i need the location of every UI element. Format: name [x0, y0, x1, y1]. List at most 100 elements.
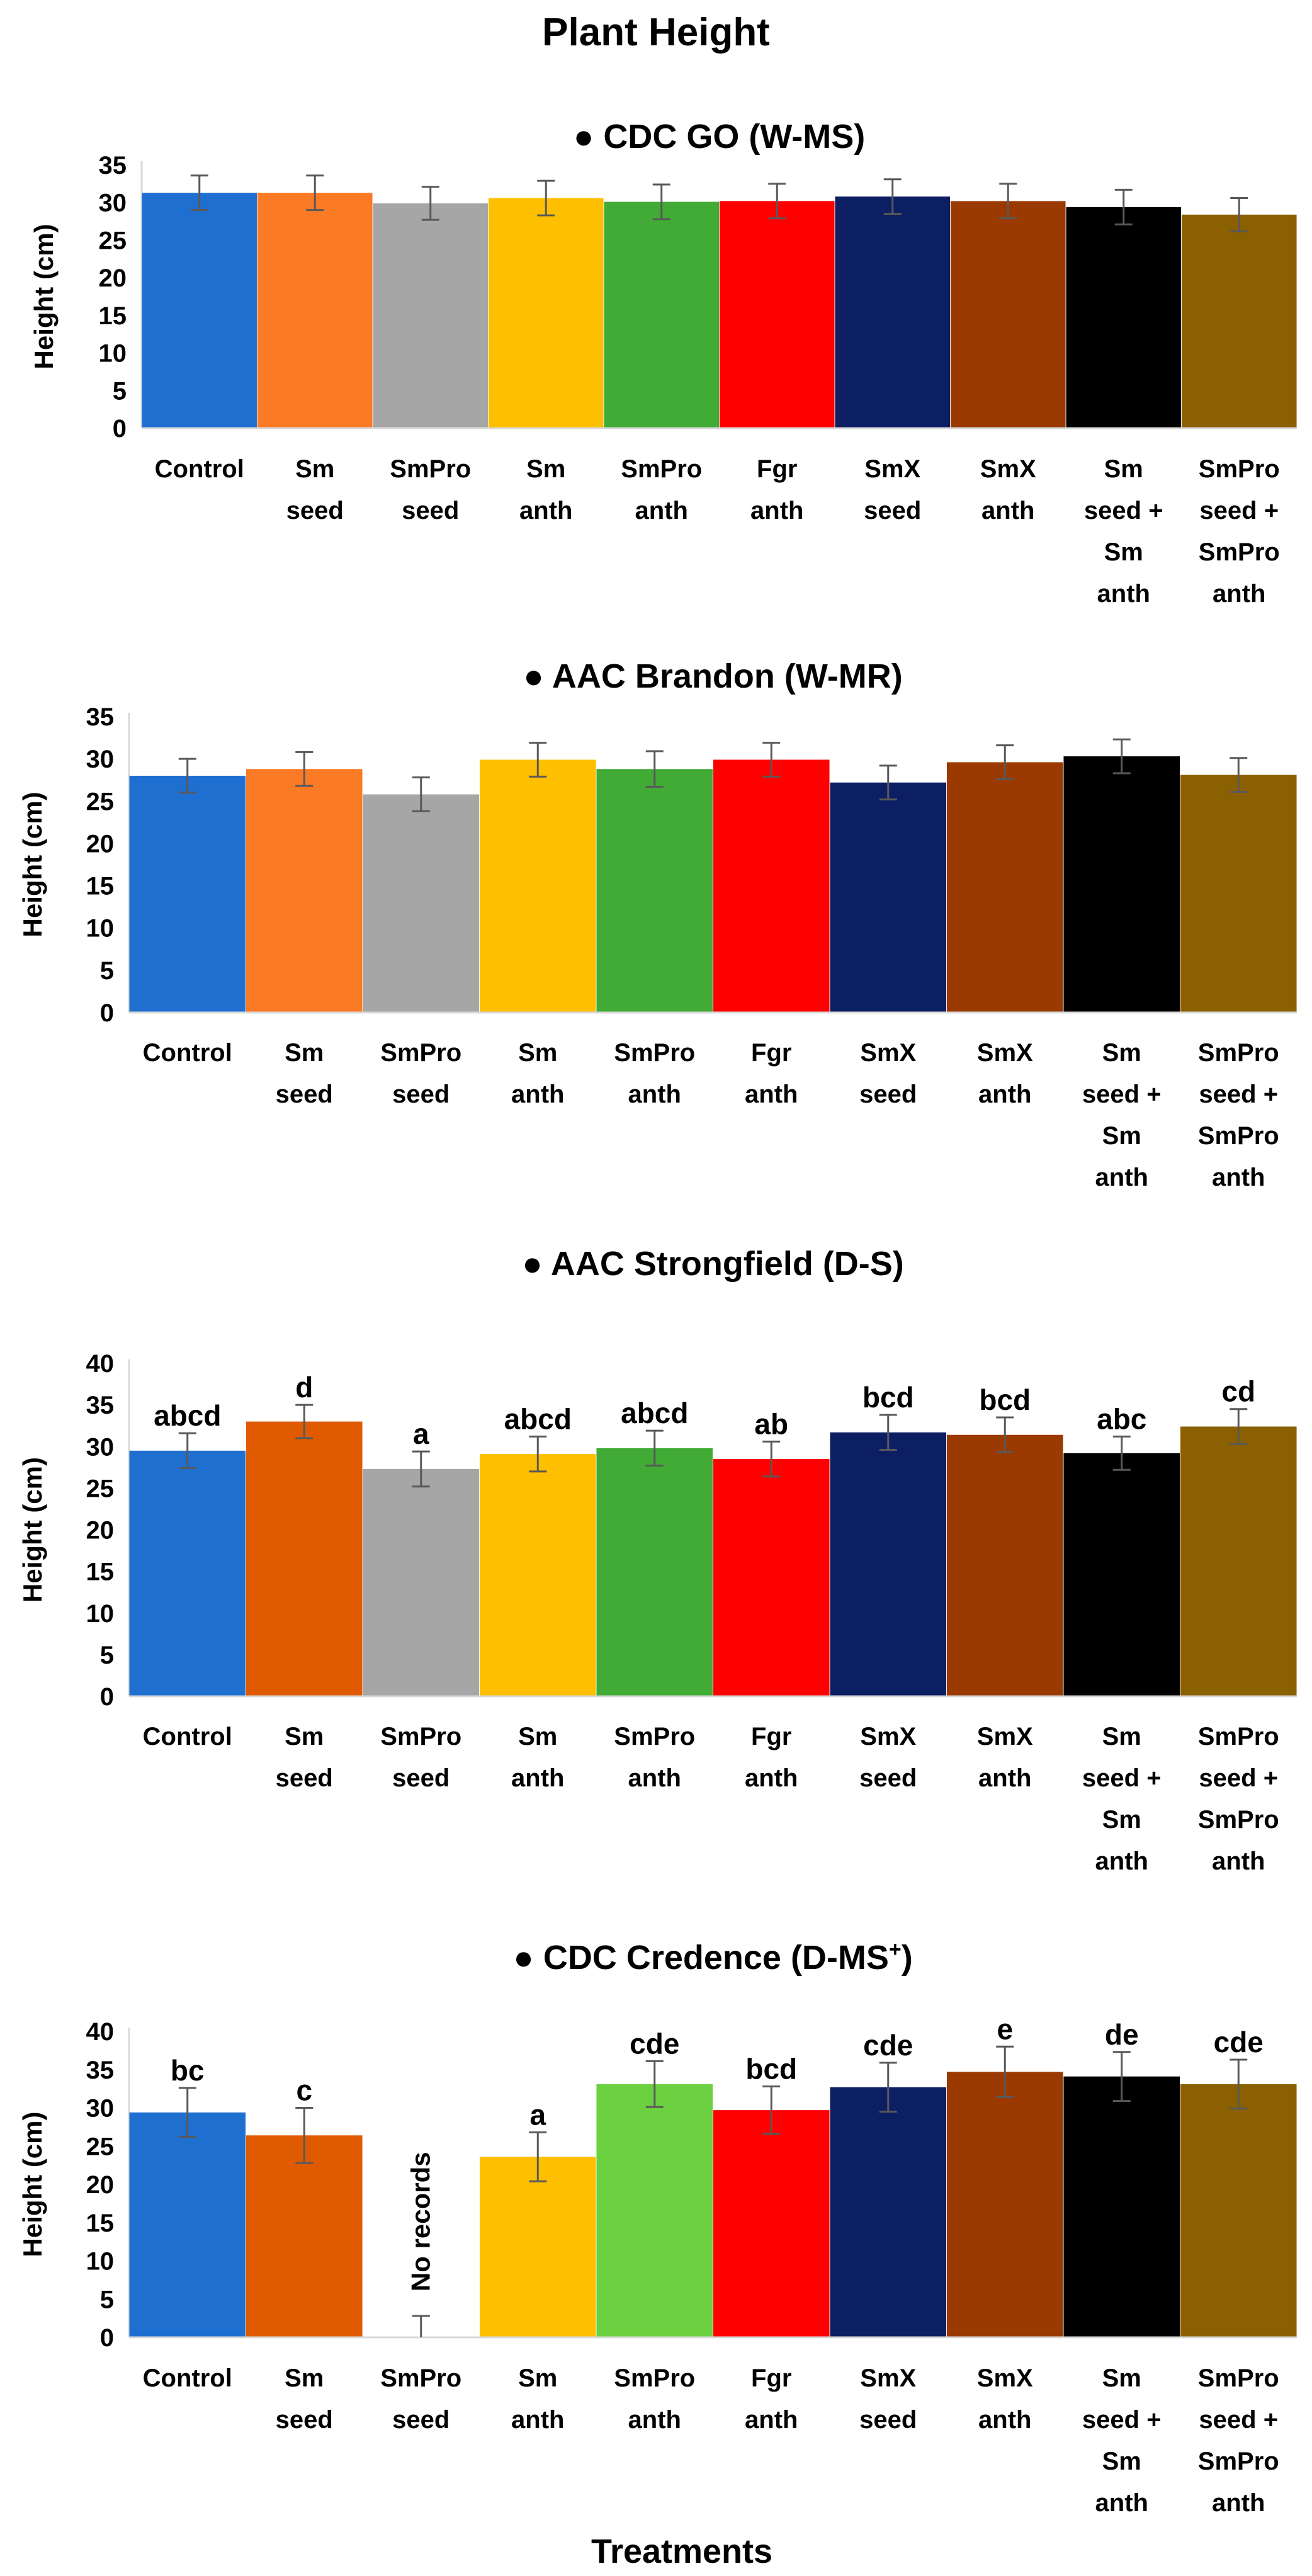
x-tick-line: seed: [859, 2406, 917, 2434]
y-tick-label: 30: [86, 746, 115, 773]
bar: [596, 2084, 713, 2337]
x-tick-line: anth: [1212, 2489, 1265, 2517]
chart-title-bullet: ●: [513, 1939, 543, 1977]
x-tick-line: SmX: [977, 1039, 1033, 1067]
x-tick-line: Sm: [285, 2364, 324, 2392]
bar: [1063, 2076, 1180, 2337]
x-tick-line: Fgr: [757, 455, 797, 483]
x-tick-line: Control: [143, 1039, 232, 1067]
x-tick-line: SmPro: [1198, 1723, 1279, 1750]
x-tick-line: SmX: [860, 1039, 916, 1067]
bar: [596, 769, 713, 1013]
y-tick-label: 15: [86, 2210, 115, 2237]
y-tick-label: 0: [113, 415, 127, 443]
bar: [946, 1434, 1063, 1696]
bar: [479, 2157, 596, 2337]
x-tick-label: Sm seed + Sm anth: [1082, 1723, 1162, 1875]
x-tick-line: SmPro: [380, 2364, 461, 2392]
x-tick-label: SmPro seed: [380, 1039, 461, 1108]
x-tick-line: seed +: [1082, 1764, 1162, 1792]
y-tick-label: 25: [86, 2133, 115, 2160]
x-tick-line: SmX: [860, 1723, 916, 1750]
no-records-label: No records: [406, 2152, 436, 2291]
y-tick-label: 0: [100, 2324, 114, 2352]
x-tick-line: anth: [511, 1764, 564, 1792]
bar: [479, 1454, 596, 1696]
y-tick-label: 15: [86, 1558, 115, 1586]
bar: [1063, 756, 1180, 1013]
x-tick-line: anth: [745, 2406, 798, 2434]
x-tick-line: anth: [511, 1081, 564, 1108]
y-tick-label: 40: [86, 1350, 115, 1378]
x-tick-line: SmPro: [614, 1039, 695, 1067]
x-tick-label: Control: [155, 455, 244, 483]
chart-title-text: CDC GO (W-MS): [603, 118, 865, 156]
chart-title-text: AAC Brandon (W-MR): [552, 657, 903, 695]
chart-title: ● CDC Credence (D-MS+): [513, 1938, 913, 1977]
x-tick-line: seed: [859, 1764, 917, 1792]
significance-letter: cd: [1221, 1375, 1255, 1408]
chart-title-tail: ): [902, 1939, 913, 1977]
y-tick-label: 5: [113, 377, 127, 405]
bar: [1180, 775, 1297, 1013]
bar: [713, 759, 830, 1013]
x-tick-label: Sm seed: [276, 2364, 333, 2434]
bar: [1181, 214, 1297, 428]
x-tick-line: Sm: [1102, 1806, 1141, 1834]
chart-title-bullet: ●: [523, 657, 552, 695]
x-tick-line: anth: [750, 497, 803, 525]
bar: [363, 1468, 480, 1696]
y-tick-label: 40: [86, 2018, 115, 2046]
y-tick-label: 10: [86, 2248, 115, 2276]
x-tick-line: seed +: [1199, 497, 1279, 525]
y-axis-label: Height (cm): [29, 224, 59, 370]
x-tick-line: seed: [864, 497, 921, 525]
y-tick-label: 15: [86, 873, 115, 900]
y-tick-label: 25: [86, 1475, 115, 1502]
x-tick-label: SmPro seed: [380, 2364, 461, 2434]
x-tick-label: SmX seed: [859, 1039, 917, 1108]
y-axis-label: Height (cm): [18, 1457, 47, 1603]
x-tick-line: seed: [392, 2406, 450, 2434]
x-tick-line: anth: [1095, 2489, 1148, 2517]
x-tick-line: SmPro: [614, 2364, 695, 2392]
x-tick-line: anth: [978, 1081, 1031, 1108]
y-tick-label: 30: [86, 2095, 115, 2123]
x-tick-label: Fgr anth: [745, 1039, 798, 1108]
x-tick-line: Sm: [1102, 2364, 1141, 2392]
x-tick-label: SmX seed: [859, 2364, 917, 2434]
x-tick-line: seed +: [1082, 1081, 1162, 1108]
y-tick-label: 35: [86, 2057, 115, 2084]
y-tick-label: 5: [100, 1642, 114, 1669]
bar: [830, 2087, 947, 2337]
y-tick-label: 20: [99, 264, 127, 292]
x-tick-line: seed +: [1199, 2406, 1278, 2434]
bar: [373, 203, 489, 428]
chart-title: ● AAC Brandon (W-MR): [523, 657, 902, 695]
bar: [246, 1421, 363, 1696]
y-axis-label: Height (cm): [18, 2112, 47, 2257]
x-tick-label: Sm seed: [276, 1723, 333, 1792]
significance-letter: cde: [630, 2027, 679, 2060]
chart-4: ● CDC Credence (D-MS+) Height (cm) 0 5 10 15 2…: [18, 1938, 1297, 2517]
y-tick-label: 25: [86, 788, 115, 815]
bar: [1180, 2084, 1297, 2337]
x-tick-line: seed: [859, 1081, 917, 1108]
bar: [830, 782, 947, 1013]
x-tick-label: SmPro anth: [621, 455, 702, 525]
y-tick-label: 35: [99, 152, 127, 179]
x-tick-line: Sm: [1104, 455, 1143, 483]
x-tick-line: anth: [981, 497, 1034, 525]
bar: [713, 2110, 830, 2337]
x-tick-line: Control: [143, 1723, 232, 1750]
x-tick-line: Sm: [518, 1039, 557, 1067]
x-tick-label: Sm seed + Sm anth: [1084, 455, 1163, 608]
significance-letter: cde: [1214, 2026, 1264, 2058]
x-tick-line: seed: [392, 1081, 450, 1108]
bar: [1063, 1453, 1180, 1696]
x-tick-label: Sm seed: [286, 455, 344, 525]
x-tick-line: SmPro: [1199, 538, 1280, 566]
y-tick-label: 30: [86, 1433, 115, 1461]
x-tick-line: SmX: [864, 455, 920, 483]
